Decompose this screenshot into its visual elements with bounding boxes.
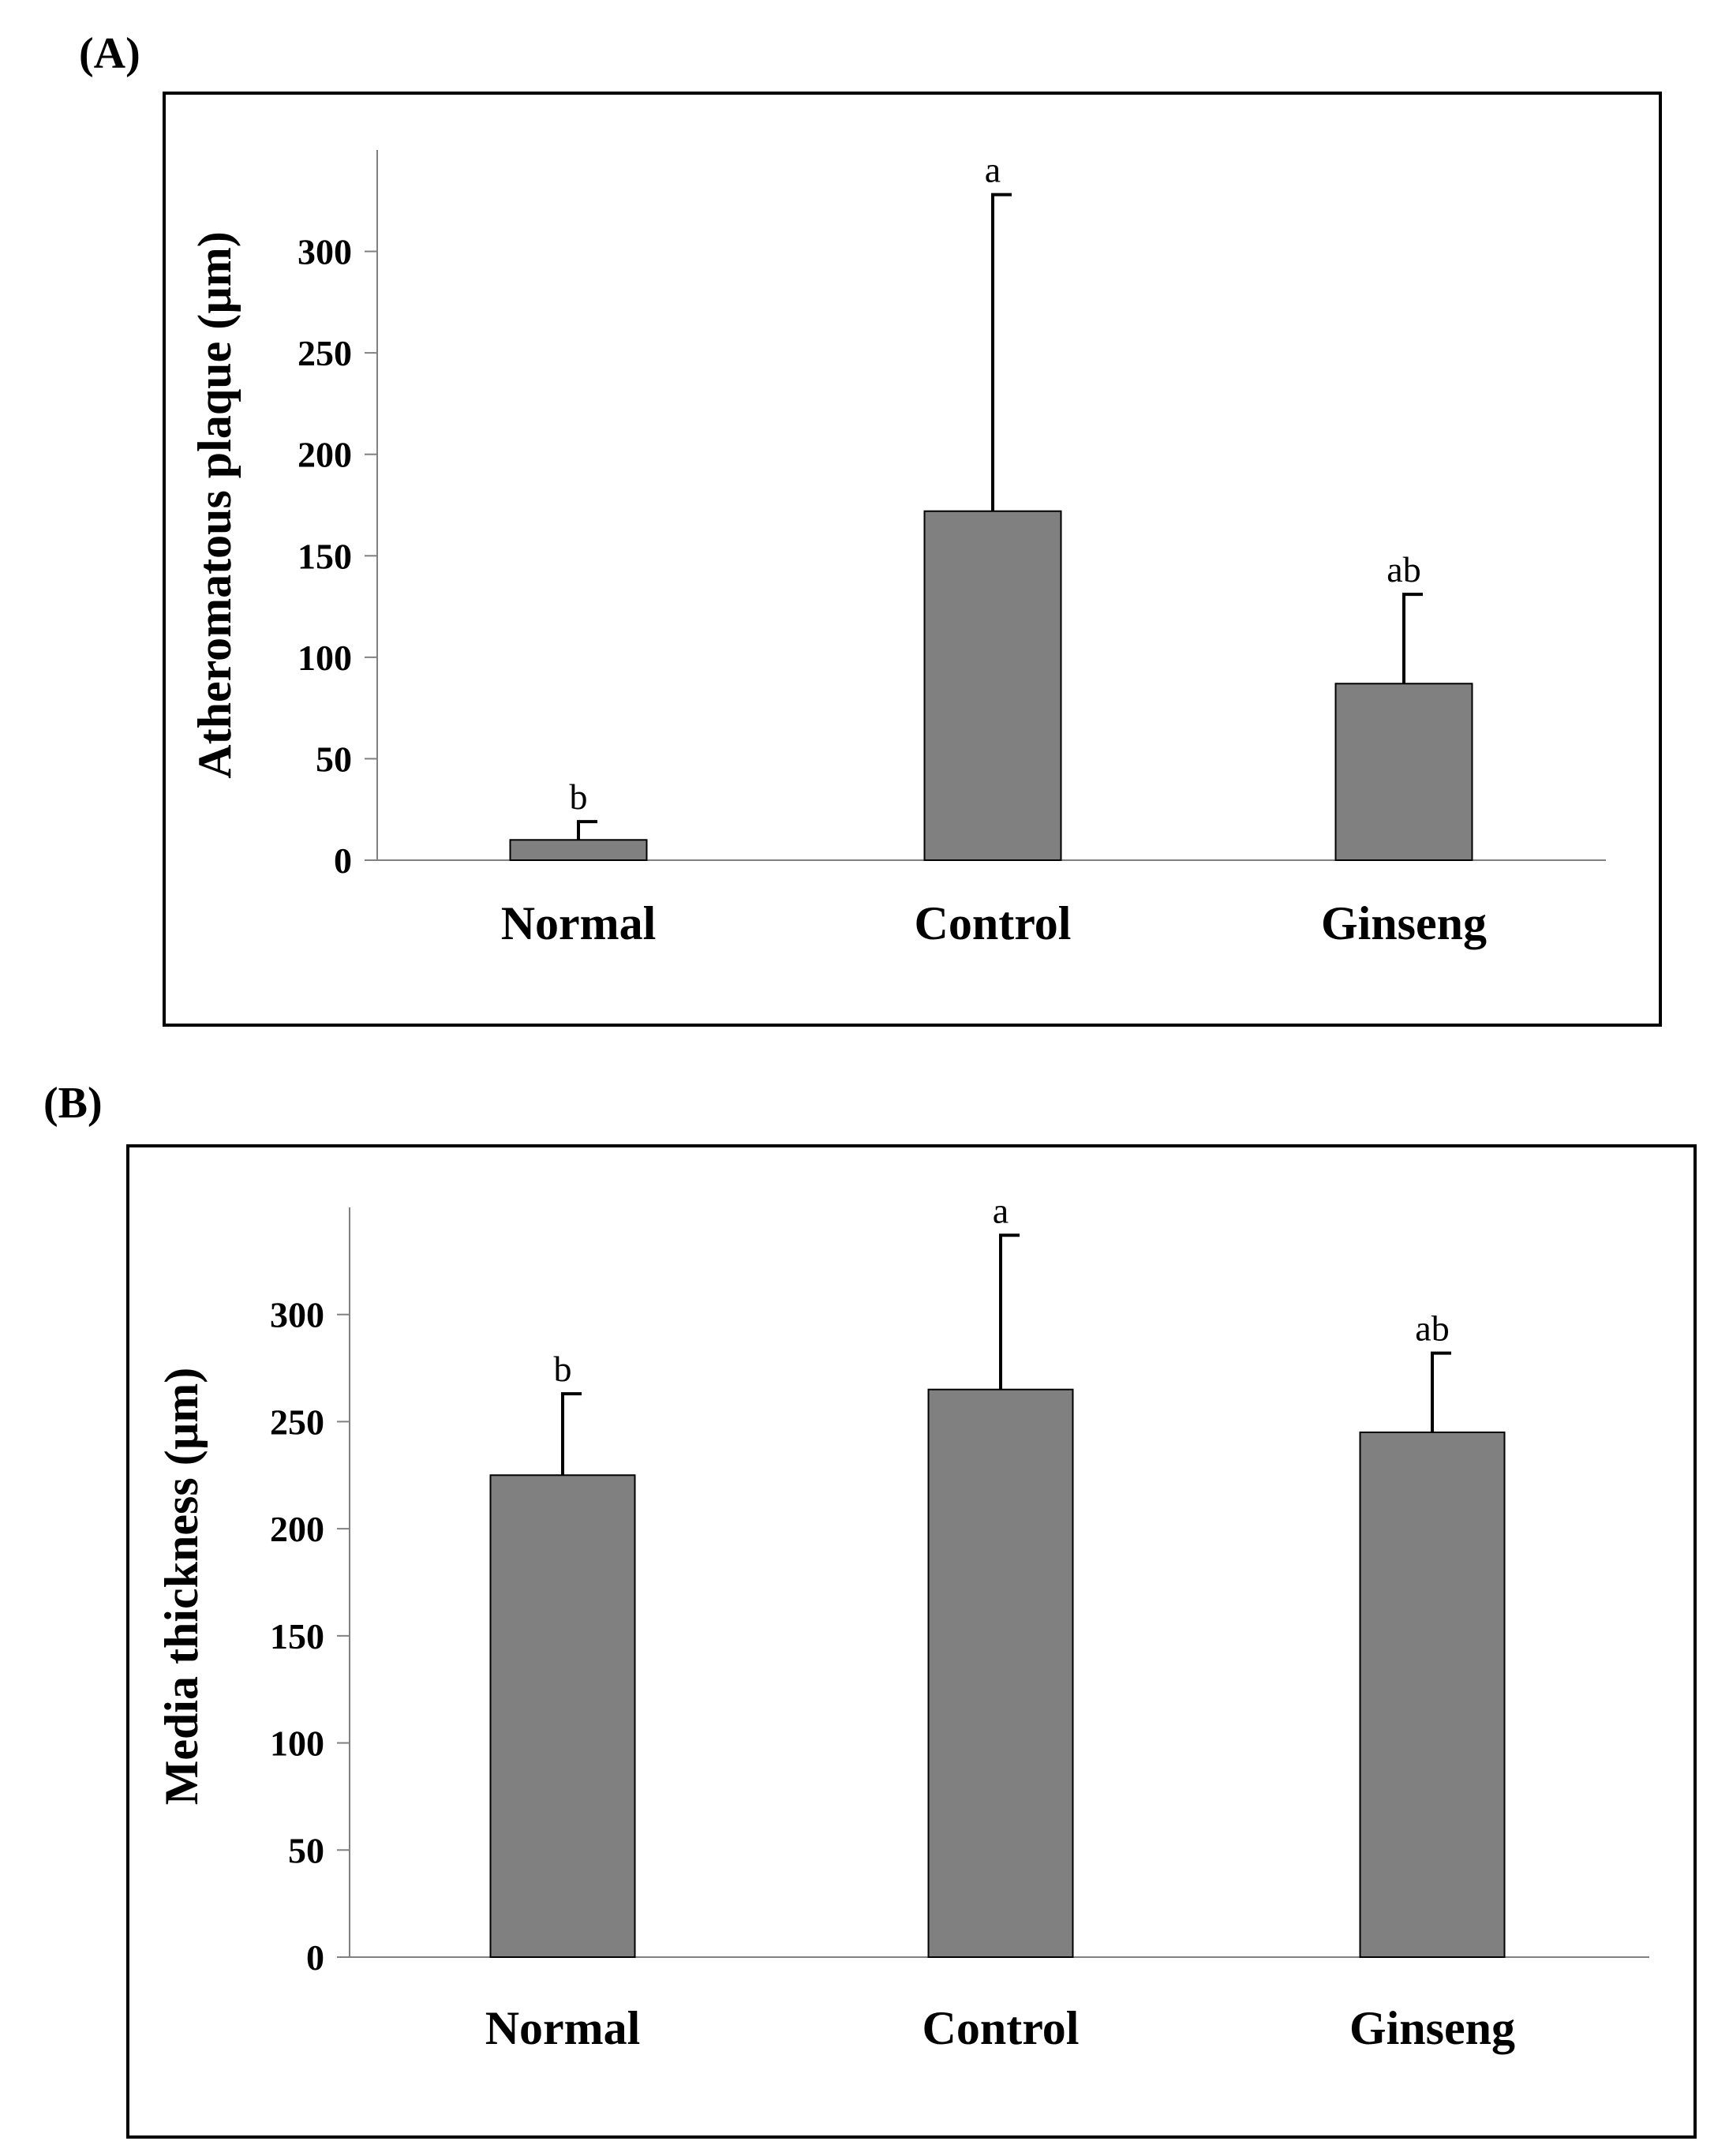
panel-label-b: (B) <box>43 1079 103 1128</box>
y-tick-label-b-3: 150 <box>270 1616 324 1656</box>
significance-label-b-normal: b <box>554 1349 572 1389</box>
bar-b-ginseng <box>1359 1432 1506 1958</box>
y-tick-label-a-4: 200 <box>298 435 352 475</box>
x-category-label-a-normal: Normal <box>501 897 657 949</box>
y-tick-label-a-3: 150 <box>298 536 352 576</box>
bar-a-ginseng <box>1334 683 1473 861</box>
y-tick-label-b-5: 250 <box>270 1402 324 1442</box>
significance-label-a-ginseng: ab <box>1387 549 1420 590</box>
bar-a-normal <box>509 839 648 862</box>
panel-label-a: (A) <box>79 29 140 78</box>
bar-b-control <box>927 1388 1074 1958</box>
y-axis-title-b: Media thickness (µm) <box>155 1368 208 1806</box>
significance-label-a-normal: b <box>570 777 588 817</box>
y-tick-label-b-4: 200 <box>270 1509 324 1549</box>
y-tick-label-a-5: 250 <box>298 333 352 373</box>
x-category-label-b-normal: Normal <box>485 2002 641 2054</box>
y-tick-label-a-1: 50 <box>316 739 352 779</box>
y-tick-label-b-6: 300 <box>270 1295 324 1335</box>
chart-a: 0 50 100 150 200 250 300 Atheromatous plaque (µ… <box>189 150 1606 949</box>
bar-b-normal <box>489 1474 636 1959</box>
bar-a-control <box>923 510 1062 861</box>
significance-label-b-ginseng: ab <box>1415 1308 1449 1349</box>
y-tick-label-b-1: 50 <box>288 1830 324 1870</box>
x-category-label-b-ginseng: Ginseng <box>1349 2002 1515 2054</box>
significance-label-b-control: a <box>993 1190 1009 1230</box>
y-tick-label-a-2: 100 <box>298 638 352 678</box>
y-tick-label-b-2: 100 <box>270 1724 324 1764</box>
y-axis-title-a: Atheromatous plaque (µm) <box>189 231 241 778</box>
chart-frame-b <box>126 1144 1697 2139</box>
y-tick-label-a-0: 0 <box>334 840 352 881</box>
y-tick-label-a-6: 300 <box>298 232 352 272</box>
x-category-label-a-ginseng: Ginseng <box>1321 897 1487 949</box>
significance-label-a-control: a <box>985 150 1001 190</box>
chart-frame-a <box>163 92 1662 1027</box>
y-tick-label-b-0: 0 <box>306 1937 324 1978</box>
x-category-label-a-control: Control <box>915 897 1072 949</box>
x-category-label-b-control: Control <box>923 2002 1080 2054</box>
